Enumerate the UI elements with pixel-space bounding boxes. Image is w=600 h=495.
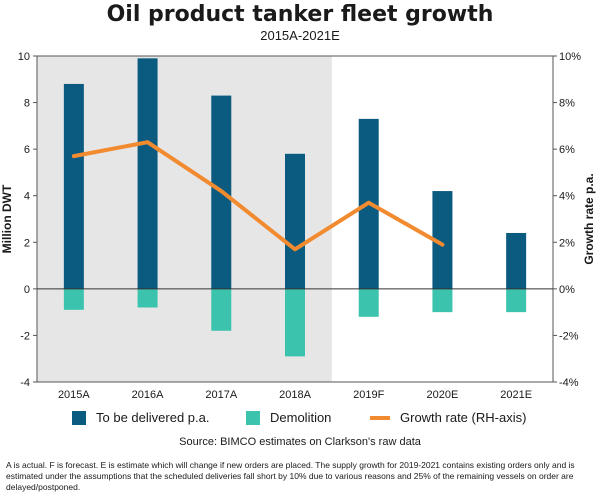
plot-frame [36,55,554,383]
legend-label-demolition: Demolition [270,410,332,425]
legend-item-demolition: Demolition [246,410,331,425]
x-tick-label: 2015A [58,389,90,401]
bar-delivered-2020E [432,191,453,289]
legend-swatch-delivered [72,410,86,425]
bar-demolition-2016A [137,288,158,308]
left-tick-label: 2 [24,237,30,249]
right-tick-label: -4% [559,377,579,389]
right-tick-label: -2% [559,330,579,342]
y-axis-label-right: Growth rate p.a. [582,173,596,264]
right-tick-label: 6% [559,144,575,156]
bar-delivered-2015A [63,83,84,289]
bar-delivered-2018A [285,153,305,289]
y-axis-label-left: Million DWT [0,184,14,253]
right-tick-label: 4% [559,191,575,203]
bar-demolition-2020E [432,288,453,313]
actual-period-shading [37,56,332,382]
x-tick-label: 2016A [132,389,164,401]
right-tick-label: 2% [559,237,575,249]
legend-item-delivered: To be delivered p.a. [72,410,209,425]
bar-demolition-2021E [506,288,527,313]
right-tick-label: 10% [559,51,581,63]
bar-demolition-2017A [211,288,232,331]
x-tick-label: 2020E [427,389,459,401]
legend-swatch-demolition [246,410,260,425]
left-tick-label: 6 [24,144,30,156]
left-tick-label: 0 [24,284,30,296]
left-tick-label: 8 [24,98,30,110]
bar-demolition-2018A [285,288,305,357]
legend-label-growth-rate: Growth rate (RH-axis) [400,410,527,425]
x-tick-label: 2018A [279,389,311,401]
growth-rate-line [71,140,445,252]
right-tick-label: 0% [559,284,575,296]
chart-legend: To be delivered p.a. Demolition Growth r… [0,410,600,428]
left-tick-label: -4 [20,377,30,389]
legend-item-growth-rate: Growth rate (RH-axis) [370,410,526,425]
left-tick-label: 10 [18,51,30,63]
x-tick-label: 2017A [205,389,237,401]
left-tick-label: -2 [20,330,30,342]
right-tick-label: 8% [559,98,575,110]
source-note: Source: BIMCO estimates on Clarkson's ra… [179,436,421,448]
x-tick-label: 2019F [353,389,384,401]
chart-subtitle: 2015A-2021E [260,28,340,43]
x-tick-label: 2021E [500,389,532,401]
chart-title: Oil product tanker fleet growth [106,2,494,27]
legend-swatch-growth-rate [370,415,390,420]
footnote: A is actual. F is forecast. E is estimat… [6,460,575,492]
bar-demolition-2019F [358,288,379,317]
chart-plot: -4 -2 0 2 4 6 8 10 -4% -2% 0% 2% 4% 6% 8% 10% 2015A 2016A… [0,51,596,401]
bar-delivered-2016A [137,58,158,289]
bar-delivered-2021E [506,232,527,289]
bar-demolition-2015A [63,288,84,310]
legend-label-delivered: To be delivered p.a. [96,410,210,425]
left-tick-label: 4 [24,191,30,203]
